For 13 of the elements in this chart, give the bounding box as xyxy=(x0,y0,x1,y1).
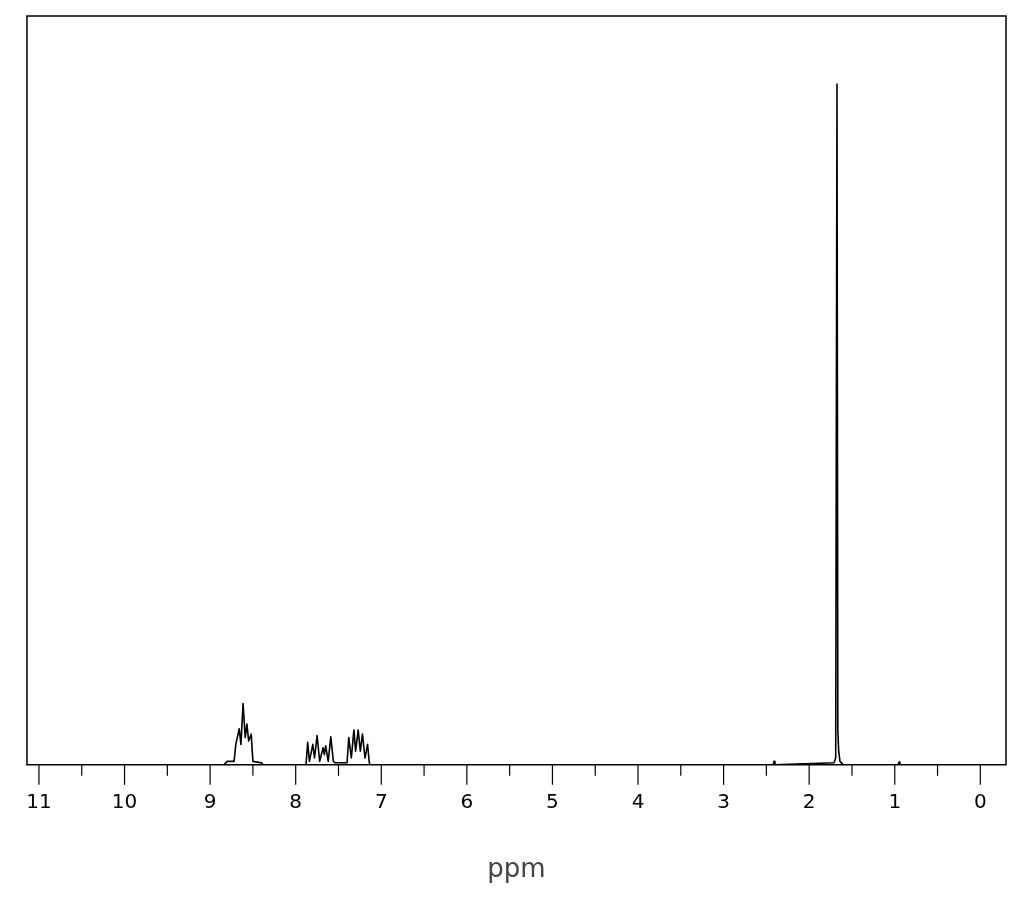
x-tick-label: 9 xyxy=(203,789,217,813)
x-tick-label: 6 xyxy=(460,789,474,813)
x-tick-label: 3 xyxy=(717,789,730,813)
x-axis-title: ppm xyxy=(487,853,546,884)
x-tick-label: 7 xyxy=(374,789,388,813)
x-tick-label: 0 xyxy=(973,789,987,813)
x-tick-label: 5 xyxy=(546,789,559,813)
x-tick-label: 8 xyxy=(289,789,303,813)
x-tick-label: 10 xyxy=(111,789,138,813)
x-tick-label: 4 xyxy=(631,789,645,813)
x-tick-label: 11 xyxy=(26,789,52,813)
x-tick-label: 1 xyxy=(888,789,902,813)
x-tick-label: 2 xyxy=(802,789,816,813)
